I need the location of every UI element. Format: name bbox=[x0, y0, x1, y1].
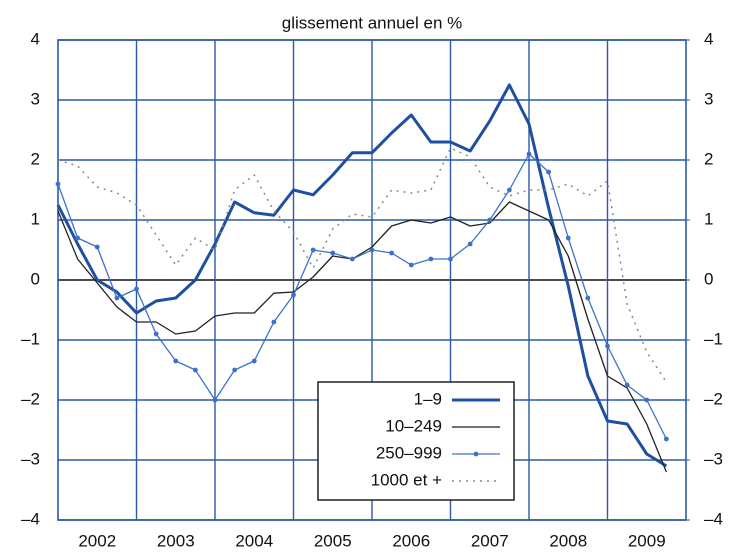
y2-tick-label: 4 bbox=[704, 29, 713, 48]
series-marker bbox=[192, 367, 198, 373]
y2-tick-label: 0 bbox=[704, 269, 713, 288]
series-marker bbox=[310, 247, 316, 253]
series-line bbox=[57, 201, 667, 473]
y2-tick-label: 1 bbox=[704, 209, 713, 228]
series-marker bbox=[173, 358, 179, 364]
series-marker bbox=[153, 331, 159, 337]
series-line bbox=[57, 153, 667, 440]
series-marker bbox=[212, 397, 218, 403]
series-marker bbox=[408, 262, 414, 268]
y2-tick-label: 2 bbox=[704, 149, 713, 168]
series-marker bbox=[487, 217, 493, 223]
series-marker bbox=[134, 286, 139, 292]
series-marker bbox=[94, 244, 100, 250]
legend-label: 10–249 bbox=[385, 416, 442, 435]
series-marker bbox=[644, 397, 650, 403]
series-marker bbox=[605, 343, 610, 349]
y-tick-label: 2 bbox=[31, 149, 40, 168]
legend-marker bbox=[473, 451, 479, 457]
series-marker bbox=[232, 367, 238, 373]
series-marker bbox=[114, 295, 120, 301]
series-marker bbox=[389, 250, 395, 256]
series-line bbox=[57, 147, 668, 383]
series-marker bbox=[291, 292, 296, 298]
chart-title: glissement annuel en % bbox=[282, 13, 463, 32]
series-marker bbox=[428, 256, 434, 262]
series-marker bbox=[565, 235, 571, 241]
x-tick-label: 2005 bbox=[314, 531, 352, 550]
y-tick-label: 4 bbox=[31, 29, 40, 48]
series-marker bbox=[330, 250, 336, 256]
x-tick-label: 2008 bbox=[549, 531, 587, 550]
series-marker bbox=[546, 169, 552, 175]
series-marker bbox=[467, 241, 473, 247]
legend-label: 1000 et + bbox=[371, 470, 442, 489]
x-tick-label: 2002 bbox=[78, 531, 116, 550]
series-marker bbox=[506, 187, 512, 193]
y2-tick-label: –3 bbox=[704, 449, 723, 468]
y-tick-label: 3 bbox=[31, 89, 40, 108]
legend: 1–9 10–249 250–999 1000 et + bbox=[317, 381, 515, 501]
y-tick-label: –1 bbox=[21, 329, 40, 348]
series-marker bbox=[369, 247, 375, 253]
y-tick-label: 1 bbox=[31, 209, 40, 228]
series-marker bbox=[349, 256, 355, 262]
series-marker bbox=[251, 358, 257, 364]
y-tick-label: 0 bbox=[31, 269, 40, 288]
y-tick-label: –3 bbox=[21, 449, 40, 468]
y2-tick-label: 3 bbox=[704, 89, 713, 108]
y-tick-label: –2 bbox=[21, 389, 40, 408]
x-tick-label: 2004 bbox=[235, 531, 273, 550]
y-tick-label: –4 bbox=[21, 509, 40, 528]
x-tick-label: 2007 bbox=[471, 531, 509, 550]
x-tick-label: 2009 bbox=[628, 531, 666, 550]
series-marker bbox=[55, 181, 61, 187]
series-marker bbox=[624, 382, 630, 388]
series-marker bbox=[75, 235, 81, 241]
series-marker bbox=[663, 436, 669, 442]
legend-label: 1–9 bbox=[414, 389, 442, 408]
x-tick-label: 2006 bbox=[392, 531, 430, 550]
legend-label: 250–999 bbox=[376, 443, 442, 462]
series-marker bbox=[271, 319, 277, 325]
y2-tick-label: –4 bbox=[704, 509, 723, 528]
plot-frame bbox=[57, 39, 687, 521]
series-marker bbox=[526, 151, 532, 157]
x-tick-label: 2003 bbox=[157, 531, 195, 550]
y2-tick-label: –1 bbox=[704, 329, 723, 348]
series-marker bbox=[448, 256, 453, 262]
series-line bbox=[56, 83, 668, 468]
y2-tick-label: –2 bbox=[704, 389, 723, 408]
series-marker bbox=[585, 295, 591, 301]
